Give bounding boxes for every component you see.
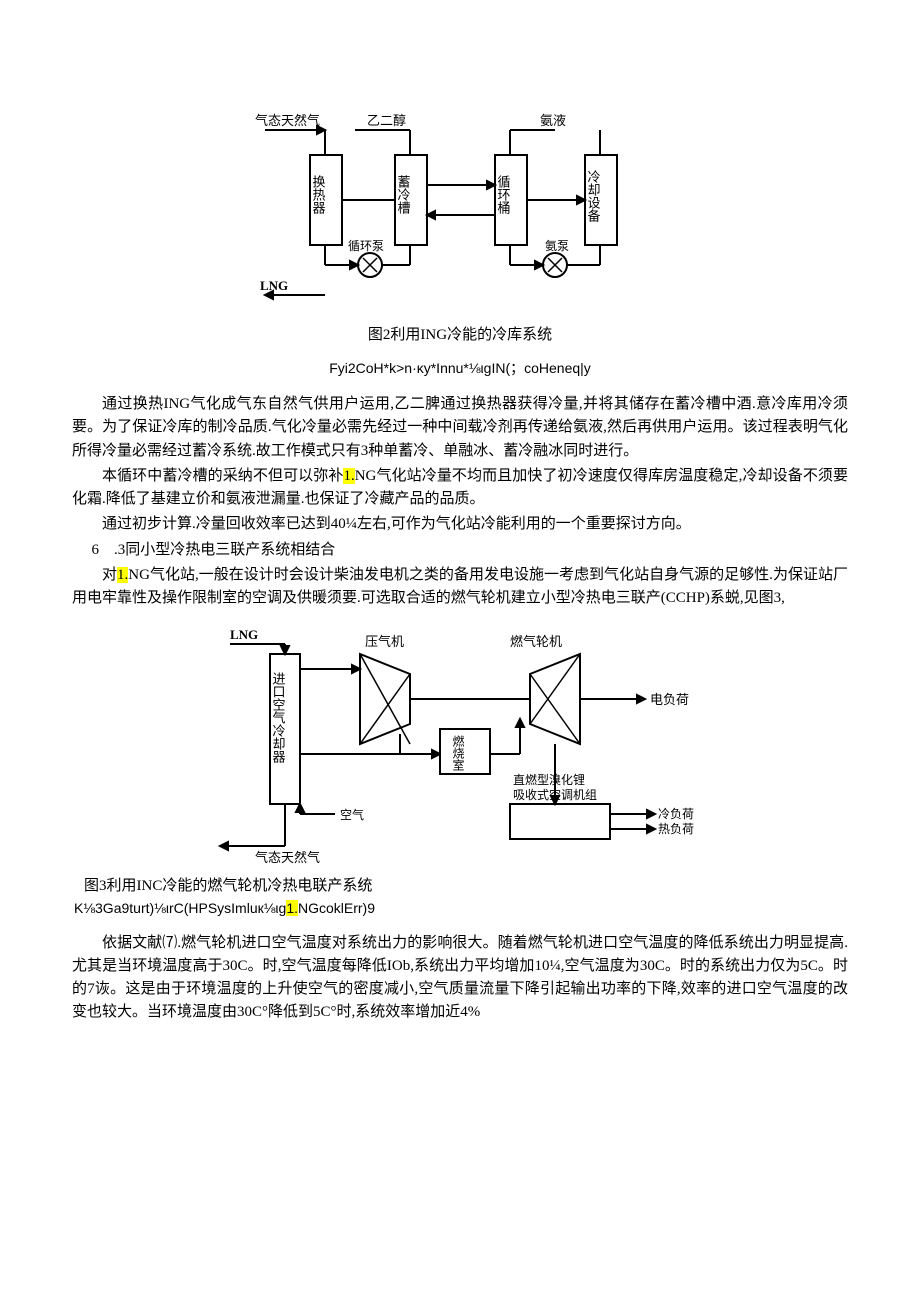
fig3-sub-highlight: 1. xyxy=(286,900,298,916)
figure-2-subcaption: Fyi2CoH*k>n·κy*Innu*⅛ιgIN(；coHeneq|y xyxy=(72,358,848,380)
section-6-3-heading: 6 .3同小型冷热电三联产系统相结合 xyxy=(72,539,848,562)
fig2-label-hx: 换热器 xyxy=(311,175,326,215)
fig3-label-turbine: 燃气轮机 xyxy=(510,634,562,649)
fig2-label-circpump: 循环泵 xyxy=(348,239,384,253)
figure-3-subcaption: K⅛3Ga9turt)⅛ιrC(HPSysImluк⅛ιg1.NGcoklErr… xyxy=(74,898,848,920)
fig3-label-natgas: 气态天然气 xyxy=(255,850,320,864)
fig3-combustor-text: 燃烧室 xyxy=(451,734,465,771)
figure-2-diagram: 气态天然气 乙二醇 氨液 换热器 蓄冷槽 循环桶 冷却设备 循环泵 氨泵 LNG xyxy=(72,100,848,318)
paragraph-3: 通过初步计算.冷量回收效率已达到40¼左右,可作为气化站冷能利用的一个重要探讨方… xyxy=(72,513,848,536)
para4-text-a: 对 xyxy=(102,567,117,583)
fig3-label-heatload: 热负荷 xyxy=(658,822,694,836)
fig2-label-coolequip: 冷却设备 xyxy=(586,170,601,223)
fig3-sub-b: NGcoklErr)9 xyxy=(298,900,375,916)
paragraph-2: 本循环中蓄冷槽的采纳不但可以弥补1.NG气化站冷量不均而且加快了初冷速度仅得库房… xyxy=(72,465,848,512)
para4-text-b: NG气化站,一般在设计时会设计柴油发电机之类的备用发电设施一考虑到气化站自身气源… xyxy=(72,567,848,606)
para2-highlight: 1. xyxy=(343,468,354,484)
fig2-label-gas: 气态天然气 xyxy=(255,113,320,128)
figure-3-diagram: LNG 压气机 燃气轮机 电负荷 进口空气冷却器 燃 烧 室 直燃型溴化锂 吸收… xyxy=(72,614,848,872)
para4-highlight: 1. xyxy=(117,567,128,583)
section-title: .3同小型冷热电三联产系统相结合 xyxy=(114,542,335,558)
paragraph-4: 对1.NG气化站,一般在设计时会设计柴油发电机之类的备用发电设施一考虑到气化站自… xyxy=(72,564,848,611)
fig2-label-glycol: 乙二醇 xyxy=(367,113,406,128)
fig3-sub-a: K⅛3Ga9turt)⅛ιrC(HPSysImluк⅛ιg xyxy=(74,900,286,916)
paragraph-1: 通过换热ING气化成气东自然气供用户运用,乙二脾通过换热器获得冷量,并将其储存在… xyxy=(72,393,848,463)
figure-3-caption: 图3利用INC冷能的燃气轮机冷热电联产系统 xyxy=(84,875,848,898)
fig3-label-abs2: 吸收式空调机组 xyxy=(513,788,597,802)
fig2-label-apump: 氨泵 xyxy=(545,239,569,253)
fig2-label-coldtank: 蓄冷槽 xyxy=(396,175,411,215)
fig3-label-compressor: 压气机 xyxy=(365,634,404,649)
figure-2-caption: 图2利用ING冷能的冷库系统 xyxy=(72,324,848,347)
fig3-label-abs1: 直燃型溴化锂 xyxy=(513,772,585,787)
section-number: 6 xyxy=(72,539,99,562)
fig3-label-air: 空气 xyxy=(340,807,364,822)
fig3-label-lng: LNG xyxy=(230,627,258,642)
fig2-label-lng: LNG xyxy=(260,278,288,293)
para2-text-a: 本循环中蓄冷槽的采纳不但可以弥补 xyxy=(102,468,343,484)
paragraph-5: 依据文献⑺.燃气轮机进口空气温度对系统出力的影响很大。随着燃气轮机进口空气温度的… xyxy=(72,932,848,1025)
fig3-label-coldload: 冷负荷 xyxy=(658,807,694,821)
fig2-label-ammonia: 氨液 xyxy=(540,113,566,128)
fig3-label-cooler: 进口空气冷却器 xyxy=(271,672,286,764)
fig3-label-eload: 电负荷 xyxy=(650,692,689,707)
fig2-label-circbarrel: 循环桶 xyxy=(496,175,511,214)
